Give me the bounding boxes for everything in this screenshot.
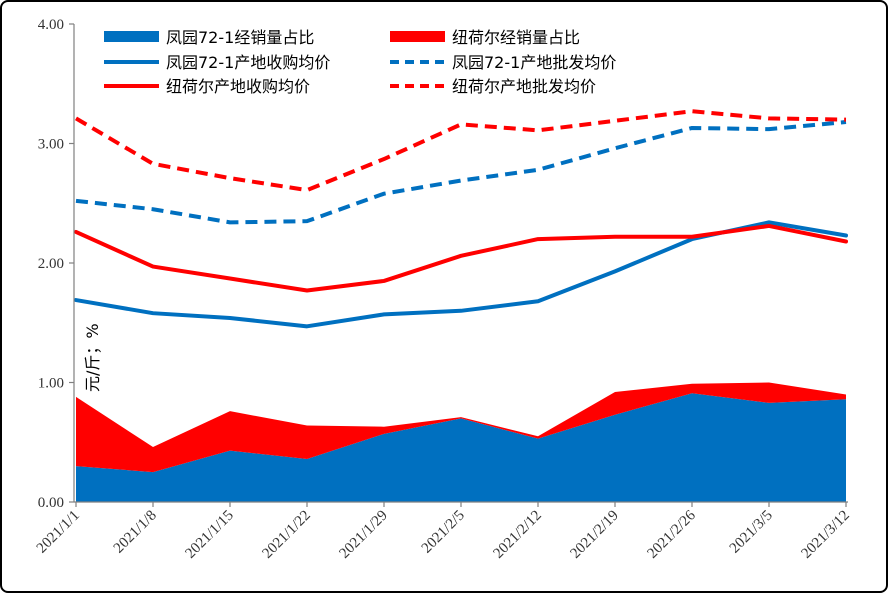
legend-swatch [390, 31, 445, 42]
x-tick-label: 2021/1/1 [34, 508, 83, 557]
area-series-1 [76, 393, 846, 502]
y-tick-label: 2.00 [38, 256, 64, 272]
x-tick-label: 2021/3/5 [727, 508, 776, 557]
legend-item: 纽荷尔产地批发均价 [390, 77, 596, 96]
line-series-5 [74, 223, 848, 293]
legend-label: 纽荷尔产地收购均价 [166, 77, 310, 96]
legend-swatch [104, 31, 159, 42]
y-tick-label: 3.00 [38, 137, 64, 153]
legend-label: 凤园72-1产地批发均价 [452, 53, 616, 72]
y-tick-label: 4.00 [38, 17, 64, 33]
x-tick-label: 2021/1/29 [336, 508, 390, 562]
y-tick-label: 0.00 [38, 495, 64, 511]
x-tick-label: 2021/2/19 [567, 508, 621, 562]
legend-item: 凤园72-1经销量占比 [104, 28, 314, 47]
line-layer [74, 109, 848, 329]
legend-label: 纽荷尔产地批发均价 [452, 77, 596, 96]
y-axis-label: 元/斤；% [83, 323, 102, 392]
x-tick-label: 2021/2/12 [490, 508, 544, 562]
legend-item: 纽荷尔经销量占比 [390, 28, 580, 47]
legend-label: 凤园72-1产地收购均价 [166, 53, 330, 72]
area-layer [76, 382, 846, 502]
x-tick-label: 2021/1/22 [259, 508, 313, 562]
x-tick-layer: 2021/1/1 2021/1/8 2021/1/15 2021/1/22 2021/1… [34, 502, 853, 562]
y-tick-layer: 0.00 1.00 2.00 3.00 4.00 [38, 17, 74, 511]
x-tick-label: 2021/2/5 [419, 508, 468, 557]
x-tick-label: 2021/1/15 [182, 508, 236, 562]
y-tick-label: 1.00 [38, 376, 64, 392]
legend-item: 纽荷尔产地收购均价 [104, 77, 310, 96]
legend-item: 凤园72-1产地批发均价 [390, 53, 616, 72]
legend-label: 纽荷尔经销量占比 [452, 28, 580, 47]
x-tick-label: 2021/1/8 [111, 508, 160, 557]
x-tick-label: 2021/2/26 [644, 507, 699, 562]
x-tick-label: 2021/3/12 [798, 508, 852, 562]
line-series-6 [74, 109, 847, 193]
legend-item: 凤园72-1产地收购均价 [104, 53, 330, 72]
line-series-4 [75, 119, 847, 225]
legend-label: 凤园72-1经销量占比 [166, 28, 314, 47]
area-series-2 [76, 382, 846, 473]
